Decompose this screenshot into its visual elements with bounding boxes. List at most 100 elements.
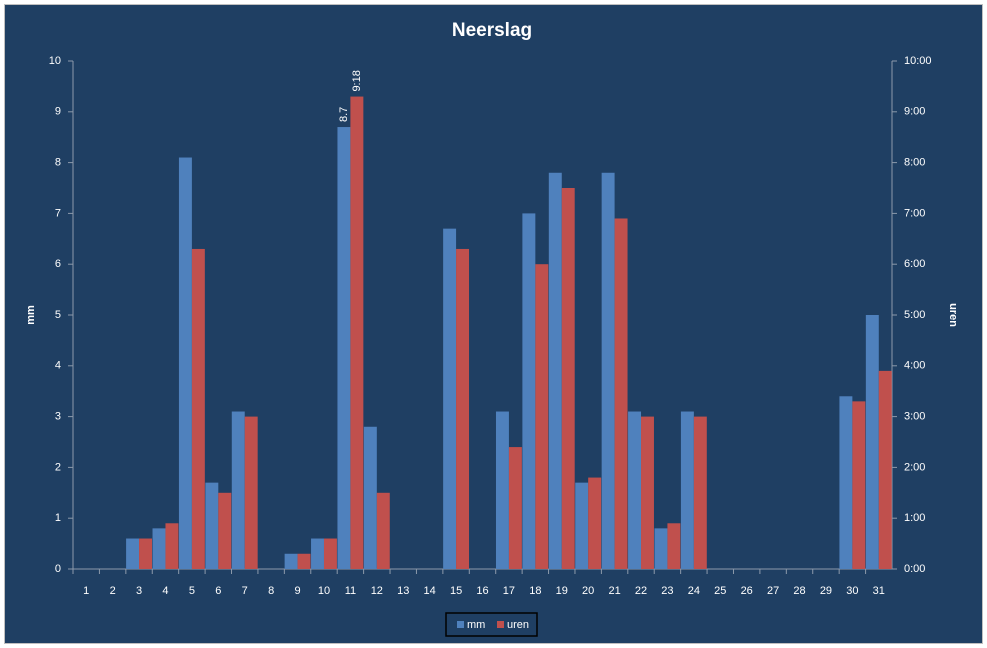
- y2-tick-label: 4:00: [904, 360, 925, 372]
- x-tick-label: 12: [371, 585, 383, 597]
- x-tick-label: 27: [767, 585, 779, 597]
- y2-tick-label: 9:00: [904, 106, 925, 118]
- y-axis-label: mm: [25, 305, 37, 325]
- bar: [218, 492, 232, 569]
- bar: [852, 401, 866, 569]
- y2-tick-label: 2:00: [904, 461, 925, 473]
- y2-tick-label: 8:00: [904, 157, 925, 169]
- bar: [588, 477, 602, 569]
- x-tick-label: 25: [714, 585, 726, 597]
- x-tick-label: 16: [476, 585, 488, 597]
- bar: [152, 528, 166, 569]
- y2-tick-label: 10:00: [904, 55, 932, 67]
- bar: [231, 411, 245, 569]
- bar: [495, 411, 509, 569]
- y2-tick-label: 3:00: [904, 411, 925, 423]
- bar: [575, 482, 589, 569]
- x-tick-label: 4: [162, 585, 168, 597]
- x-tick-label: 19: [556, 585, 568, 597]
- bar: [508, 447, 522, 569]
- x-tick-label: 23: [661, 585, 673, 597]
- x-tick-label: 1: [83, 585, 89, 597]
- x-tick-label: 13: [397, 585, 409, 597]
- legend-label: mm: [467, 619, 485, 631]
- bar: [139, 538, 152, 569]
- y-tick-label: 4: [55, 360, 61, 372]
- bar: [878, 370, 892, 569]
- bar: [311, 538, 324, 569]
- x-tick-label: 15: [450, 585, 462, 597]
- x-tick-label: 29: [820, 585, 832, 597]
- x-tick-label: 17: [503, 585, 515, 597]
- bar: [284, 553, 298, 569]
- bar: [548, 172, 562, 569]
- y-tick-label: 8: [55, 157, 61, 169]
- x-tick-label: 22: [635, 585, 647, 597]
- legend-swatch: [457, 621, 464, 628]
- bar: [363, 426, 377, 569]
- bar: [337, 127, 351, 569]
- y-tick-label: 2: [55, 461, 61, 473]
- y2-tick-label: 0:00: [904, 563, 925, 575]
- x-tick-label: 14: [424, 585, 436, 597]
- bar: [350, 96, 364, 569]
- bar: [297, 553, 311, 569]
- bar: [839, 396, 853, 569]
- x-tick-label: 9: [295, 585, 301, 597]
- y-tick-label: 3: [55, 411, 61, 423]
- x-tick-label: 8: [268, 585, 274, 597]
- legend-label: uren: [507, 619, 529, 631]
- bar: [561, 188, 575, 569]
- x-tick-label: 26: [741, 585, 753, 597]
- bar: [865, 315, 879, 569]
- bar: [628, 411, 642, 569]
- x-tick-label: 31: [873, 585, 885, 597]
- bar: [244, 416, 258, 569]
- x-tick-label: 6: [215, 585, 221, 597]
- x-tick-label: 3: [136, 585, 142, 597]
- data-label: 8.7: [338, 107, 350, 122]
- bar: [443, 228, 457, 569]
- y-tick-label: 6: [55, 258, 61, 270]
- bar: [614, 218, 628, 570]
- y-tick-label: 9: [55, 106, 61, 118]
- legend-swatch: [497, 621, 504, 628]
- bar: [522, 213, 536, 569]
- y-tick-label: 1: [55, 512, 61, 524]
- y2-tick-label: 1:00: [904, 512, 925, 524]
- y-tick-label: 10: [49, 55, 61, 67]
- x-tick-label: 11: [345, 585, 356, 597]
- y2-tick-label: 7:00: [904, 207, 925, 219]
- bar: [178, 157, 192, 569]
- y-tick-label: 5: [55, 309, 61, 321]
- bar: [126, 538, 140, 569]
- x-tick-label: 30: [846, 585, 858, 597]
- x-tick-label: 28: [793, 585, 805, 597]
- bar: [191, 248, 205, 569]
- bar: [654, 528, 668, 569]
- y-tick-label: 0: [55, 563, 61, 575]
- bar: [376, 492, 390, 569]
- chart-title: Neerslag: [452, 20, 532, 41]
- bar: [323, 538, 337, 569]
- bar: [680, 411, 694, 569]
- bar: [667, 523, 681, 569]
- x-tick-label: 10: [318, 585, 330, 597]
- x-tick-label: 7: [242, 585, 248, 597]
- x-tick-label: 5: [189, 585, 195, 597]
- data-label: 9:18: [351, 70, 363, 91]
- y2-tick-label: 5:00: [904, 309, 925, 321]
- y2-axis-label: uren: [947, 303, 959, 327]
- y2-tick-label: 6:00: [904, 258, 925, 270]
- x-tick-label: 21: [608, 585, 620, 597]
- bar: [641, 416, 654, 569]
- x-tick-label: 24: [688, 585, 700, 597]
- bar: [205, 482, 219, 569]
- bar: [456, 248, 470, 569]
- x-tick-label: 2: [110, 585, 116, 597]
- x-tick-label: 20: [582, 585, 594, 597]
- bar: [693, 416, 707, 569]
- x-tick-label: 18: [529, 585, 541, 597]
- bar: [535, 264, 549, 569]
